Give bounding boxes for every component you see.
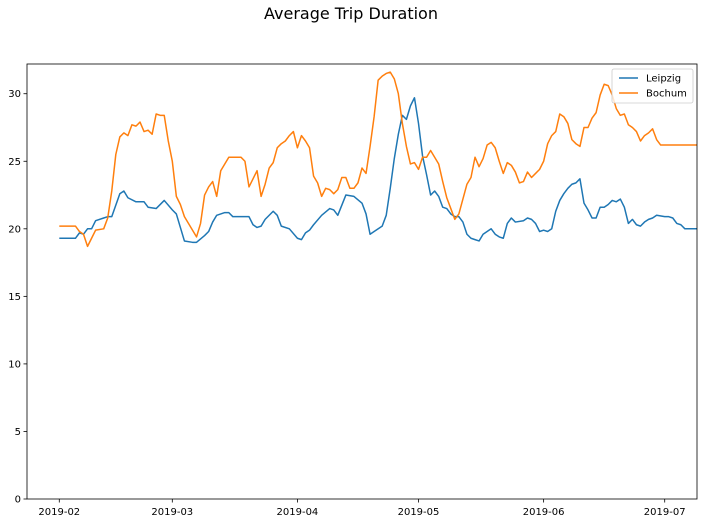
x-tick-label: 2019-04 bbox=[277, 507, 319, 518]
x-tick-label: 2019-02 bbox=[38, 507, 80, 518]
y-tick-label: 30 bbox=[8, 89, 21, 100]
series-line-leipzig bbox=[59, 97, 697, 244]
y-tick-label: 10 bbox=[8, 359, 21, 370]
legend: Leipzig Bochum bbox=[611, 68, 694, 104]
plot-frame bbox=[26, 63, 698, 500]
y-tick-label: 25 bbox=[8, 157, 21, 168]
series-line-bochum bbox=[59, 71, 697, 248]
x-tick-label: 2019-06 bbox=[523, 507, 565, 518]
legend-label-bochum: Bochum bbox=[646, 89, 687, 100]
plot-area bbox=[27, 64, 697, 499]
y-tick-label: 15 bbox=[8, 292, 21, 303]
x-tick-label: 2019-07 bbox=[644, 507, 686, 518]
x-tick-label: 2019-05 bbox=[398, 507, 440, 518]
legend-label-leipzig: Leipzig bbox=[646, 74, 681, 85]
y-tick-label: 0 bbox=[15, 495, 21, 506]
y-tick-label: 20 bbox=[8, 224, 21, 235]
y-axis: 0 5 10 15 20 25 30 bbox=[8, 89, 27, 506]
x-tick-label: 2019-03 bbox=[151, 507, 193, 518]
y-tick-label: 5 bbox=[15, 427, 21, 438]
chart-title: Average Trip Duration bbox=[264, 4, 438, 23]
series-layer bbox=[59, 71, 697, 248]
x-axis: 2019-02 2019-03 2019-04 2019-05 2019-06 2019-… bbox=[38, 499, 686, 518]
